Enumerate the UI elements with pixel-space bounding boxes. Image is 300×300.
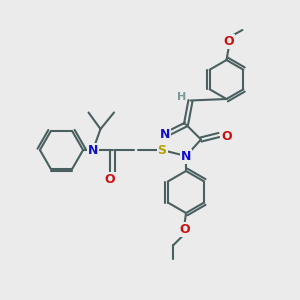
Text: N: N	[160, 128, 170, 142]
Text: H: H	[177, 92, 186, 103]
Text: O: O	[180, 223, 190, 236]
Text: N: N	[181, 149, 191, 163]
Text: O: O	[104, 172, 115, 186]
Text: O: O	[224, 34, 234, 48]
Text: N: N	[88, 143, 98, 157]
Text: O: O	[221, 130, 232, 143]
Text: S: S	[158, 143, 166, 157]
